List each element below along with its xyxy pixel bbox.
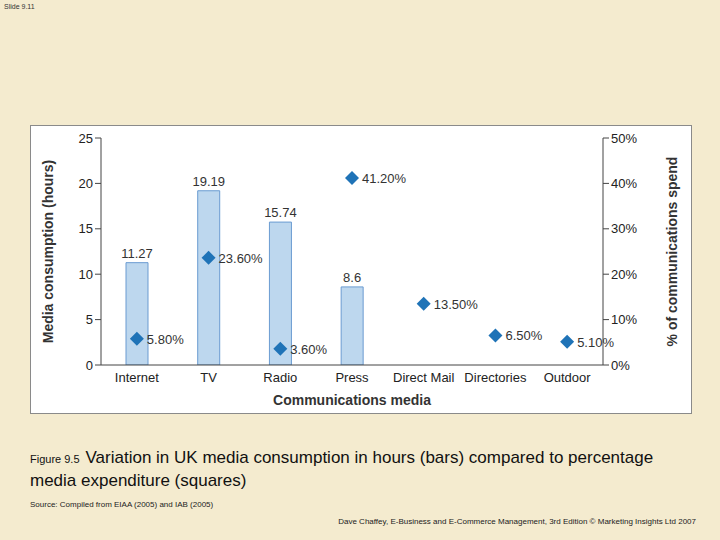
svg-text:40%: 40% bbox=[611, 176, 637, 191]
svg-text:20%: 20% bbox=[611, 267, 637, 282]
svg-text:23.60%: 23.60% bbox=[219, 251, 264, 266]
html-text:Slide 9.11: Slide 9.11 bbox=[4, 3, 35, 10]
svg-text:20: 20 bbox=[79, 176, 93, 191]
svg-text:13.50%: 13.50% bbox=[434, 297, 479, 312]
svg-text:Outdoor: Outdoor bbox=[544, 370, 592, 385]
svg-text:5.80%: 5.80% bbox=[147, 332, 184, 347]
svg-text:0%: 0% bbox=[611, 358, 630, 373]
svg-text:19.19: 19.19 bbox=[192, 174, 225, 189]
html-text:Figure 9.5 Variation in UK med: Figure 9.5 Variation in UK media consump… bbox=[30, 448, 654, 490]
html-text:Source: Compiled from EIAA (20: Source: Compiled from EIAA (2005) and IA… bbox=[30, 500, 214, 509]
svg-text:Press: Press bbox=[335, 370, 369, 385]
svg-text:5: 5 bbox=[86, 312, 93, 327]
svg-text:15.74: 15.74 bbox=[264, 205, 297, 220]
svg-text:3.60%: 3.60% bbox=[290, 342, 327, 357]
svg-text:Media consumption (hours): Media consumption (hours) bbox=[40, 160, 56, 344]
svg-text:30%: 30% bbox=[611, 221, 637, 236]
html-text:Dave Chaffey, E-Business and E: Dave Chaffey, E-Business and E-Commerce … bbox=[338, 517, 696, 526]
svg-text:50%: 50% bbox=[611, 131, 637, 146]
svg-text:% of communications spend: % of communications spend bbox=[664, 157, 680, 347]
svg-text:Internet: Internet bbox=[115, 370, 159, 385]
svg-text:25: 25 bbox=[79, 131, 93, 146]
svg-text:0: 0 bbox=[86, 358, 93, 373]
svg-text:Communications media: Communications media bbox=[273, 392, 431, 408]
svg-text:Directories: Directories bbox=[464, 370, 527, 385]
svg-text:15: 15 bbox=[79, 221, 93, 236]
svg-text:41.20%: 41.20% bbox=[362, 171, 407, 186]
svg-text:Radio: Radio bbox=[263, 370, 297, 385]
svg-text:10: 10 bbox=[79, 267, 93, 282]
svg-text:11.27: 11.27 bbox=[121, 246, 153, 261]
svg-text:10%: 10% bbox=[611, 312, 637, 327]
svg-text:8.6: 8.6 bbox=[343, 270, 361, 285]
svg-text:6.50%: 6.50% bbox=[505, 328, 542, 343]
svg-text:Direct Mail: Direct Mail bbox=[393, 370, 455, 385]
svg-text:5.10%: 5.10% bbox=[577, 335, 614, 350]
svg-text:TV: TV bbox=[200, 370, 217, 385]
